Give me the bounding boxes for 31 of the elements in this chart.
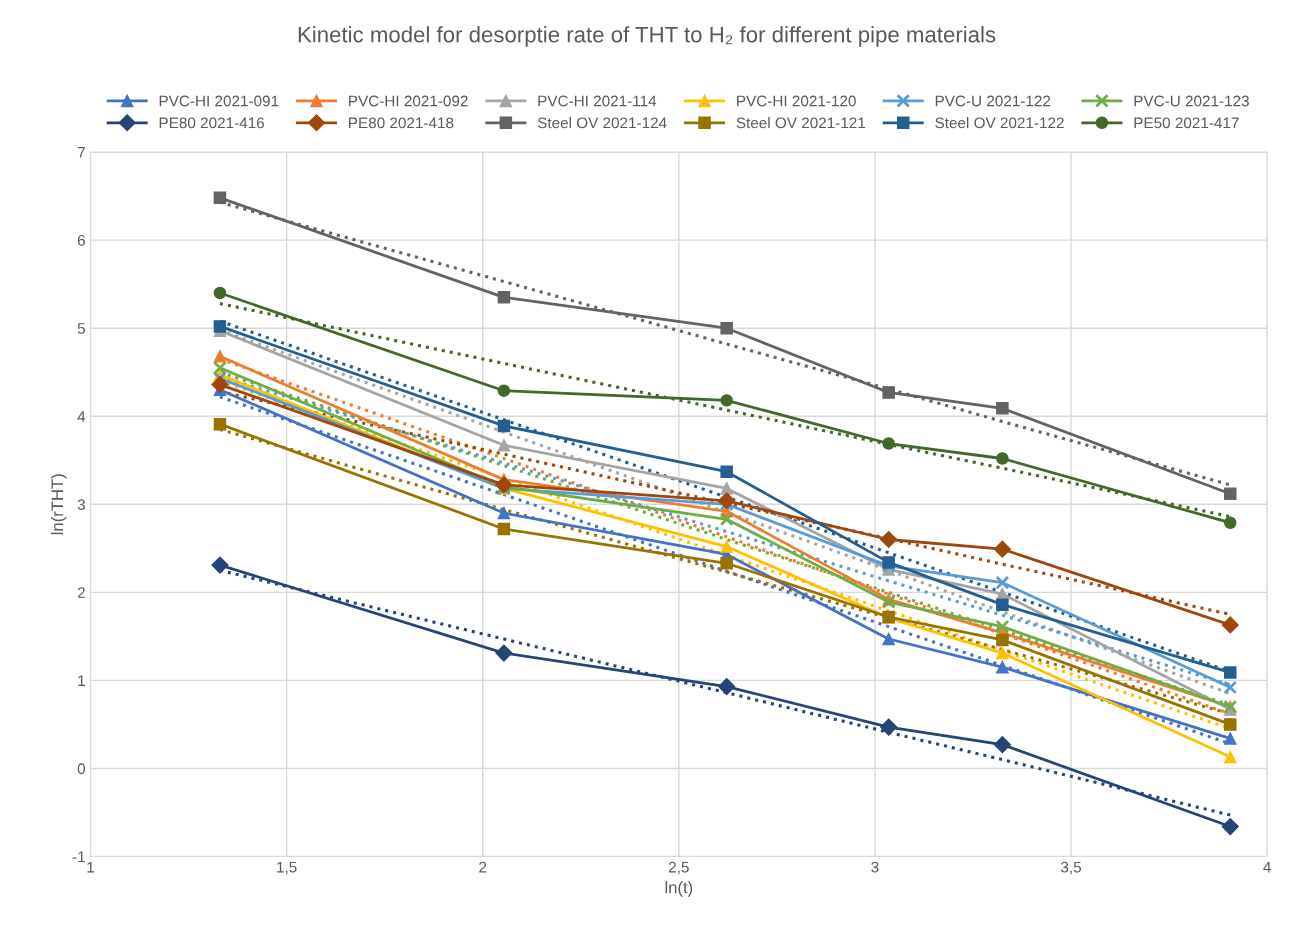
y-axis-title: ln(rTHT): [50, 474, 67, 535]
legend-label: PVC-HI 2021-114: [538, 95, 657, 107]
x-tick-label: 4: [1263, 861, 1271, 873]
legend-label: PVC-HI 2021-120: [737, 95, 856, 107]
legend-label: PE80 2021-418: [349, 117, 454, 129]
legend-label: Steel OV 2021-122: [935, 117, 1064, 129]
legend-label: PVC-HI 2021-092: [349, 95, 468, 107]
x-axis-title: ln(t): [665, 881, 693, 897]
y-tick-label: -1: [72, 851, 85, 863]
chart-title: Kinetic model for desorptie rate of THT to H₂ for different pipe materials: [298, 26, 996, 47]
y-tick-label: 5: [77, 323, 86, 334]
x-tick-label: 3: [871, 861, 879, 873]
y-tick-label: 4: [77, 411, 86, 422]
x-tick-label: 3,5: [1061, 861, 1082, 875]
x-tick-label: 1: [87, 861, 95, 873]
x-tick-label: 2,5: [668, 861, 689, 875]
y-tick-label: 1: [78, 675, 85, 686]
x-tick-label: 2: [479, 861, 487, 873]
y-tick-label: 7: [77, 147, 85, 158]
legend-label: PE80 2021-416: [159, 117, 265, 129]
x-tick-label: 1,5: [277, 861, 297, 875]
y-tick-label: 3: [77, 499, 85, 510]
legend-label: PVC-U 2021-122: [935, 95, 1051, 107]
legend-label: Steel OV 2021-124: [537, 117, 667, 129]
y-tick-label: 2: [77, 587, 85, 598]
y-tick-label: 0: [77, 763, 86, 775]
legend-label: PVC-U 2021-123: [1134, 95, 1249, 107]
legend-label: PVC-HI 2021-091: [159, 95, 279, 107]
legend-label: Steel OV 2021-121: [736, 117, 866, 129]
legend-label: PE50 2021-417: [1134, 117, 1239, 129]
y-tick-label: 6: [77, 235, 85, 246]
